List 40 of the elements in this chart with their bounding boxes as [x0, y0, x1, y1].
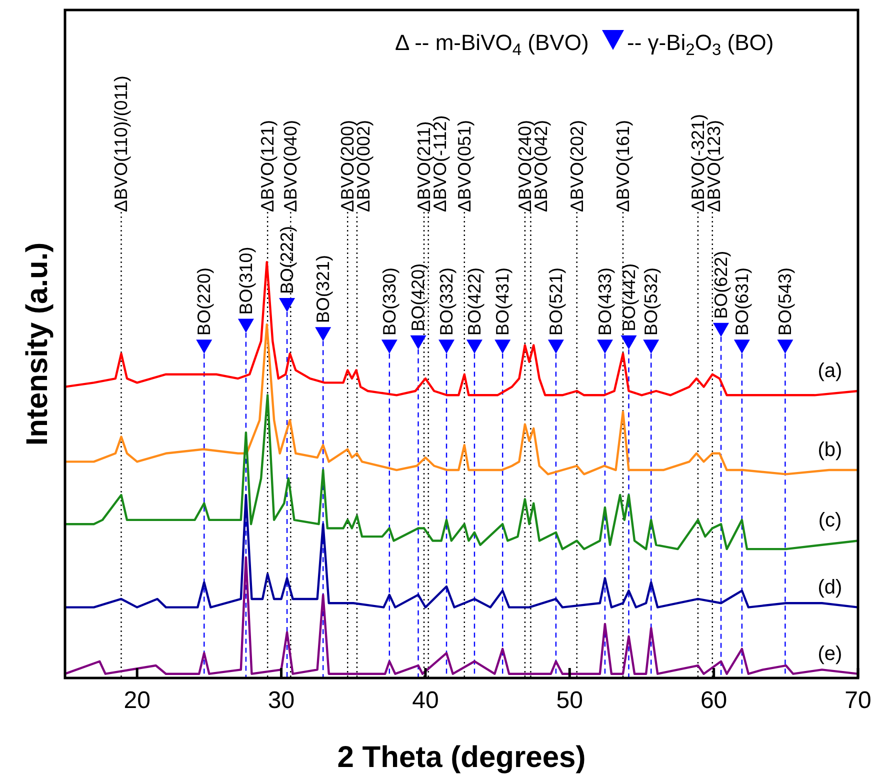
- x-tick-label: 30: [268, 687, 295, 714]
- ref-line-label: ΔBVO(110)/(011): [111, 76, 132, 212]
- series-label: (c): [818, 510, 842, 532]
- ref-line-label: ΔBVO(202): [566, 120, 587, 212]
- series-label: (a): [818, 360, 842, 382]
- text: Δ -- m-BiVO$_{4}$ (BVO): [395, 30, 589, 60]
- ref-line-label: BO(631): [732, 268, 752, 336]
- ref-line-label: ΔBVO(121): [258, 120, 278, 212]
- ref-line-label: BO(422): [464, 268, 484, 336]
- ref-line-label: ΔBVO(040): [280, 120, 301, 212]
- ref-line-label: ΔBVO(211): [414, 121, 434, 212]
- ref-line-label: BO(330): [379, 268, 400, 336]
- ref-line-label: BO(332): [436, 268, 457, 336]
- x-tick-label: 20: [124, 687, 150, 714]
- text: -- γ-Bi$_{2}$O$_{3}$ (BO): [627, 30, 774, 60]
- ref-line-label: ΔBVO(051): [454, 120, 474, 212]
- x-axis-title: 2 Theta (degrees): [337, 741, 586, 774]
- x-tick-label: 60: [700, 687, 728, 714]
- x-tick-label: 70: [844, 687, 872, 714]
- x-tick-label: 50: [556, 687, 583, 714]
- ref-line-label: BO(310): [236, 246, 256, 315]
- ref-line-label: ΔBVO(161): [612, 120, 633, 212]
- ref-line-label: BO(420): [408, 263, 428, 332]
- ref-line-label: BO(321): [313, 255, 334, 324]
- ref-line-label: BO(431): [492, 268, 513, 336]
- y-axis-title: Intensity (a.u.): [21, 242, 54, 446]
- series-label: (b): [818, 439, 842, 462]
- ref-line-label: BO(532): [641, 268, 662, 336]
- x-tick-label: 40: [412, 687, 439, 714]
- ref-line-label: BO(442): [618, 263, 639, 332]
- ref-line-label: BO(433): [594, 268, 615, 336]
- series-label: (d): [818, 576, 842, 598]
- ref-line-label: BO(521): [546, 268, 566, 336]
- ref-line-label: BO(543): [775, 268, 796, 336]
- series-label: (e): [818, 642, 842, 665]
- ref-line-label: BO(222): [277, 226, 298, 294]
- ref-line-label: BO(622): [711, 250, 732, 319]
- ref-line-label: BO(220): [194, 268, 214, 336]
- ref-line-label: ΔBVO(240): [514, 120, 535, 212]
- ref-line-label: ΔBVO(200): [338, 120, 358, 212]
